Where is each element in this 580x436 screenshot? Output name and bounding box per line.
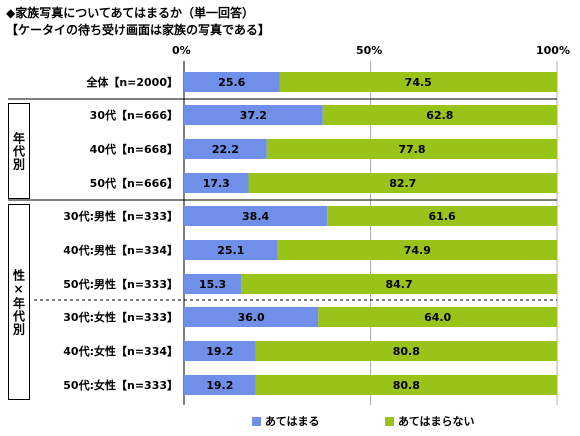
data-label: 25.1 [217, 244, 244, 257]
data-label: 74.9 [404, 244, 431, 257]
bar-segment [255, 375, 557, 395]
data-label: 64.0 [424, 311, 451, 324]
group-label-age: 年代別 [8, 103, 30, 199]
category-label: 30代:男性【n=333】 [63, 210, 178, 223]
data-label: 19.2 [206, 345, 233, 358]
bar-segment [318, 307, 557, 327]
data-label: 19.2 [206, 379, 233, 392]
bar-segment [184, 139, 267, 159]
category-label: 40代:男性【n=334】 [63, 244, 178, 257]
data-label: 84.7 [385, 278, 412, 291]
bar-segment [241, 274, 557, 294]
category-label: 30代【n=666】 [89, 109, 178, 122]
bar-segment [322, 105, 557, 125]
data-label: 62.8 [426, 109, 453, 122]
bar-segment [277, 240, 557, 260]
chart-subtitle: 【ケータイの待ち受け画面は家族の写真である】 [6, 23, 270, 37]
data-label: 82.7 [389, 177, 416, 190]
bar-segment [184, 206, 328, 226]
category-label: 30代:女性【n=333】 [63, 311, 178, 324]
category-label: 40代:女性【n=334】 [63, 345, 178, 358]
data-label: 22.2 [212, 143, 239, 156]
data-label: 36.0 [238, 311, 265, 324]
data-label: 80.8 [393, 345, 420, 358]
legend-swatch [385, 416, 394, 426]
group-label-gender-age: 性×年代別 [8, 204, 30, 400]
category-label: 50代:女性【n=333】 [63, 379, 178, 392]
bar-segment [255, 341, 557, 361]
bar-segment [279, 72, 557, 92]
bar-segment [184, 240, 278, 260]
bar-segment [184, 274, 242, 294]
chart-title: ◆家族写真についてあてはまるか（単一回答） [6, 6, 255, 20]
data-label: 77.8 [398, 143, 425, 156]
data-label: 15.3 [199, 278, 226, 291]
legend-label: あてはまる [265, 415, 320, 428]
bar-segment [184, 341, 256, 361]
data-label: 25.6 [218, 76, 245, 89]
bar-segment [327, 206, 557, 226]
data-label: 37.2 [240, 109, 267, 122]
category-label: 50代:男性【n=333】 [63, 278, 178, 291]
legend-item-negative: あてはまらない [385, 413, 475, 429]
bar-segment [266, 139, 557, 159]
legend-item-positive: あてはまる [252, 413, 320, 429]
bar-segment [184, 105, 323, 125]
x-tick-label: 0% [172, 44, 191, 57]
data-label: 61.6 [429, 210, 456, 223]
data-label: 74.5 [405, 76, 432, 89]
data-label: 38.4 [242, 210, 269, 223]
bar-segment [184, 375, 256, 395]
data-label: 17.3 [203, 177, 230, 190]
category-label: 40代【n=668】 [89, 143, 178, 156]
x-tick-label: 50% [356, 44, 383, 57]
bar-segment [248, 173, 558, 193]
data-label: 80.8 [393, 379, 420, 392]
legend-label: あてはまらない [398, 415, 475, 428]
bar-segment [184, 72, 280, 92]
legend-swatch [252, 416, 261, 426]
bar-segment [184, 173, 249, 193]
category-label: 全体【n=2000】 [86, 76, 178, 89]
category-label: 50代【n=666】 [89, 177, 178, 190]
bar-segment [184, 307, 319, 327]
x-tick-label: 100% [536, 44, 570, 57]
